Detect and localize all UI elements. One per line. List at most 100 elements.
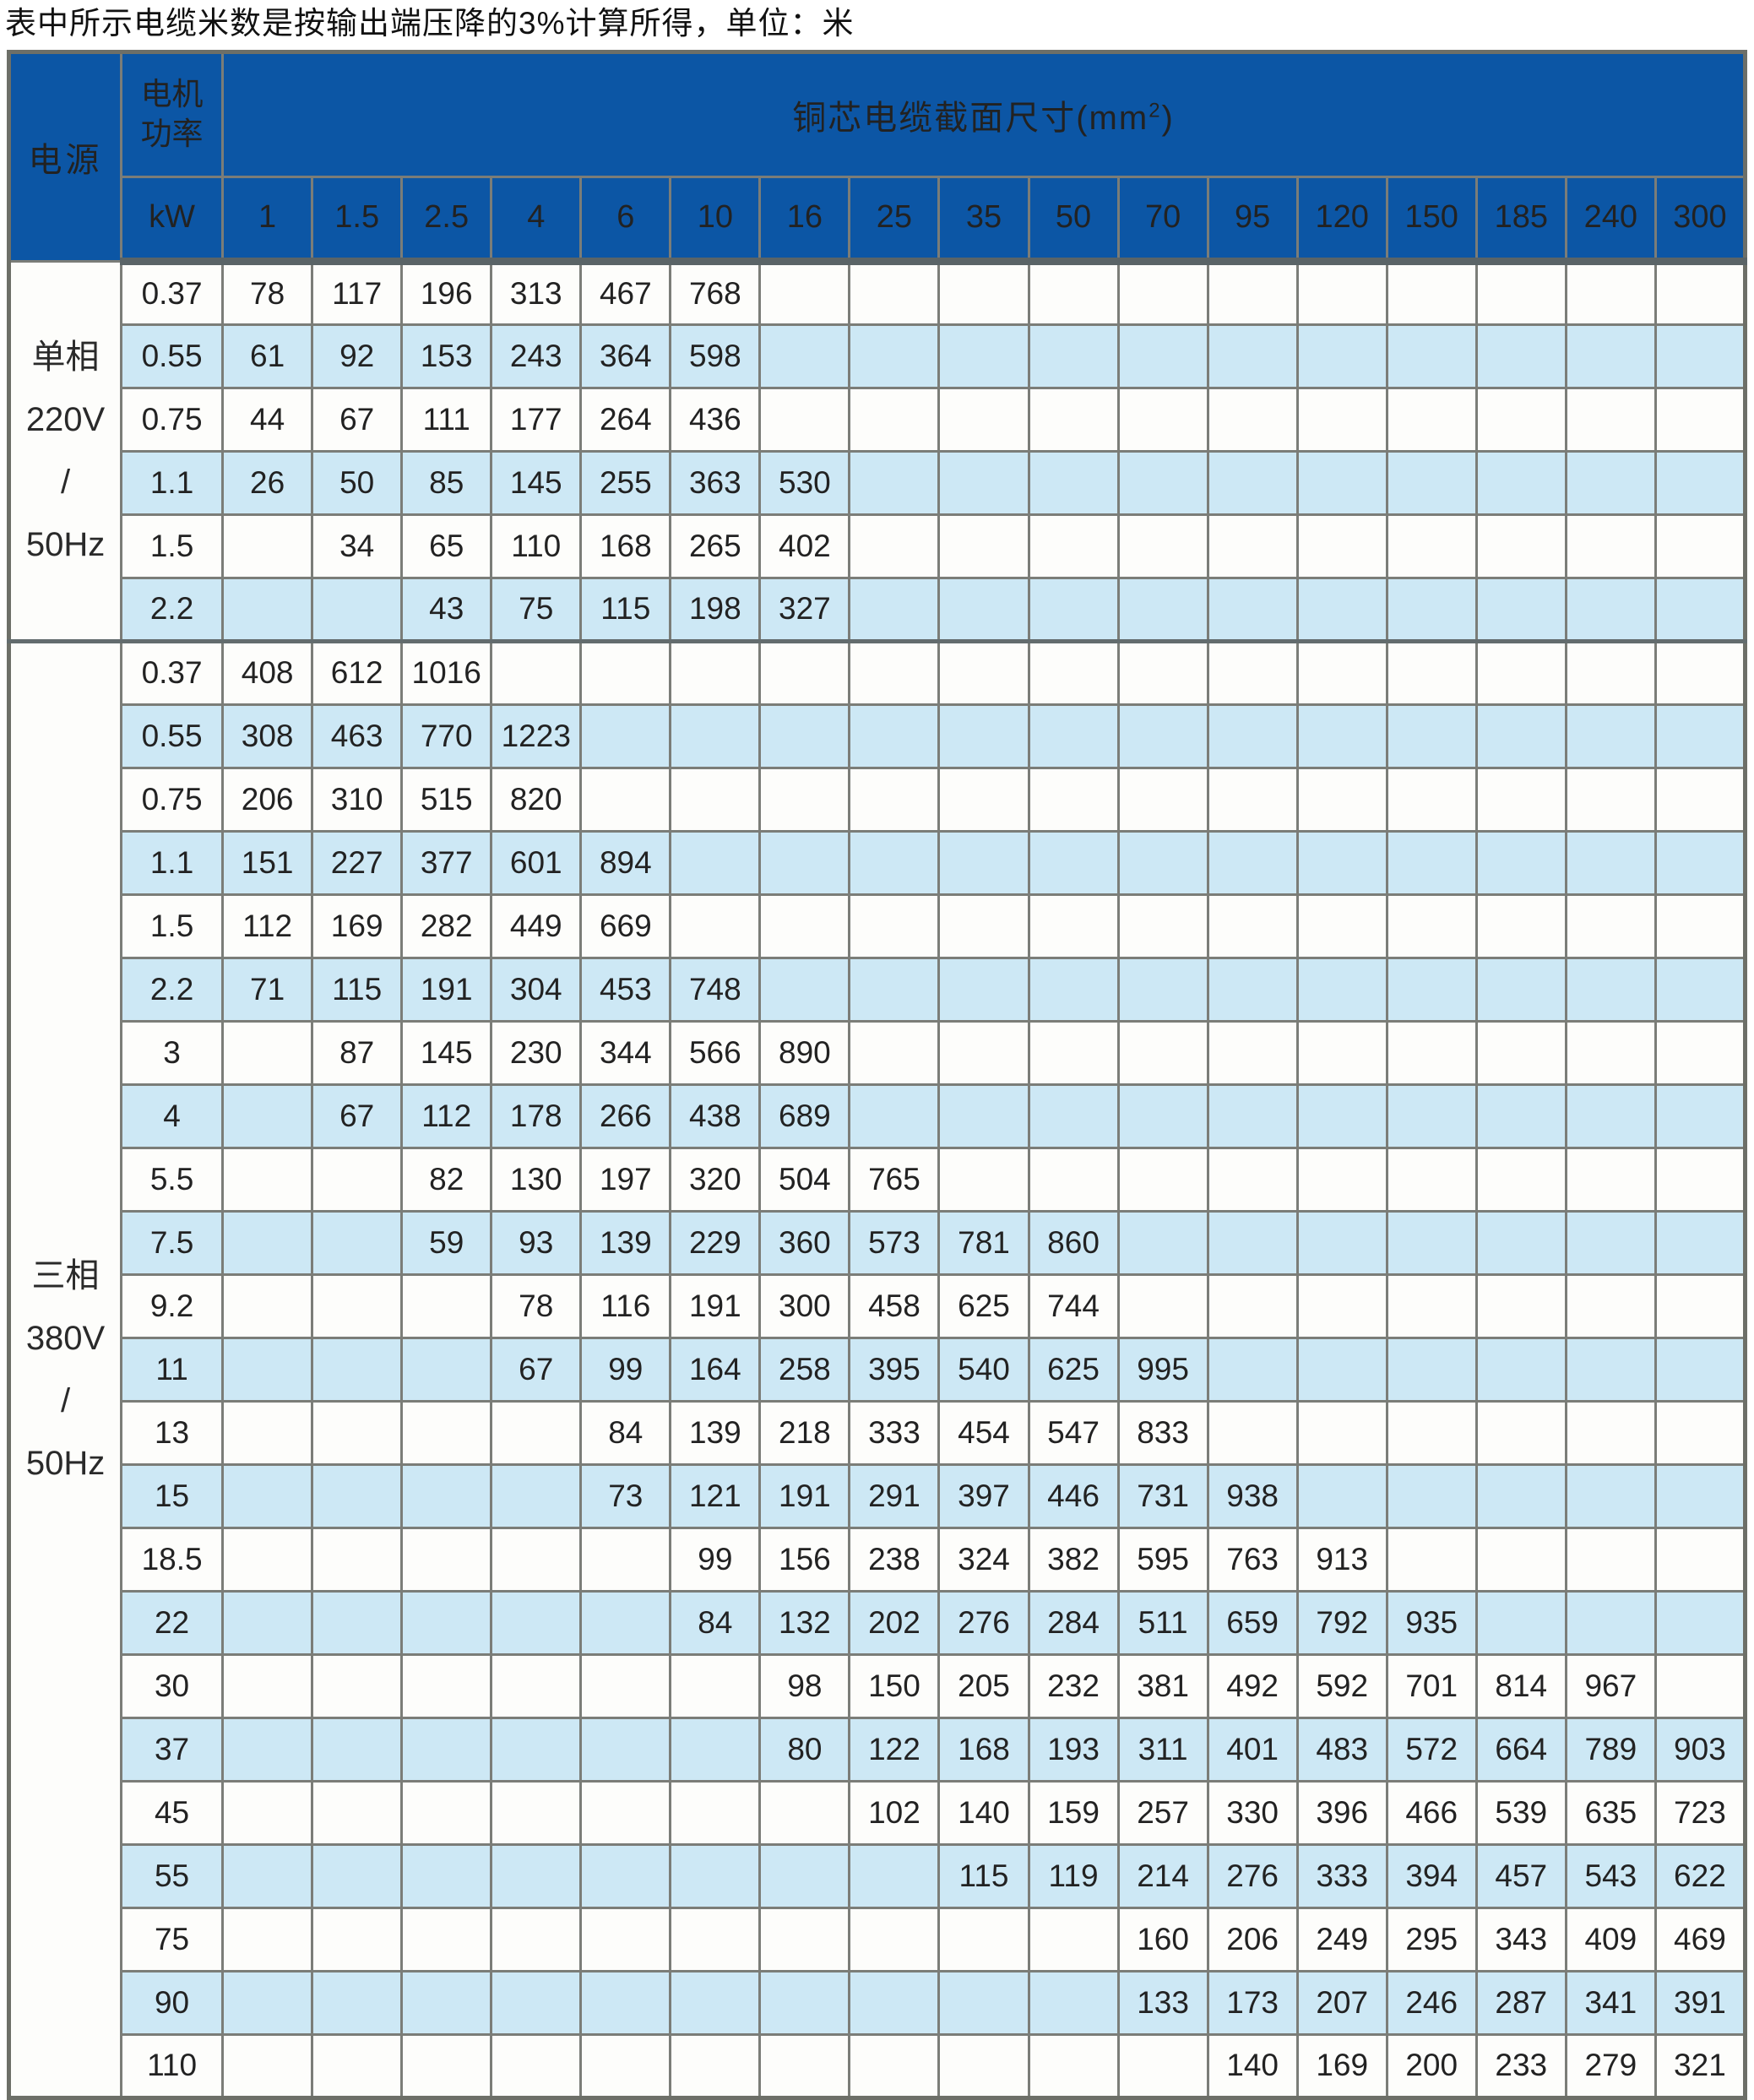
- cable-length-cell: [579, 638, 672, 706]
- cable-length-cell: 295: [1385, 1906, 1478, 1972]
- cable-length-cell: [1564, 638, 1657, 706]
- cable-length-cell: 321: [1654, 2032, 1747, 2099]
- cable-length-cell: [1116, 766, 1209, 833]
- cable-length-cell: [311, 576, 404, 643]
- cable-length-cell: [1474, 766, 1567, 833]
- cable-length-cell: 598: [669, 323, 762, 389]
- cable-length-cell: 814: [1474, 1652, 1567, 1719]
- cable-length-cell: [1654, 1589, 1747, 1656]
- cable-length-cell: [1385, 576, 1478, 643]
- cable-length-cell: 67: [311, 1083, 404, 1149]
- cable-length-cell: 121: [669, 1462, 762, 1529]
- motor-power-kw-cell: 2.2: [120, 956, 225, 1023]
- cross-section-col-header: 4: [490, 175, 583, 265]
- cable-length-cell: 93: [490, 1209, 583, 1276]
- cable-length-cell: [221, 1589, 314, 1656]
- table-row: 1.5 34 65 110 168 265 402: [9, 513, 1747, 579]
- cable-length-cell: [1474, 259, 1567, 326]
- cable-length-cell: [1027, 1969, 1120, 2036]
- cable-length-cell: [1027, 386, 1120, 453]
- cable-length-cell: [1385, 829, 1478, 896]
- cable-length-cell: 397: [937, 1462, 1030, 1529]
- cable-length-cell: [1654, 259, 1747, 326]
- cable-length-cell: 133: [1116, 1969, 1209, 2036]
- cable-length-cell: [1027, 638, 1120, 706]
- cable-length-cell: 78: [490, 1272, 583, 1339]
- cable-length-cell: 284: [1027, 1589, 1120, 1656]
- cable-length-cell: [1116, 259, 1209, 326]
- cable-length-cell: [1295, 1019, 1388, 1086]
- motor-power-kw-cell: 2.2: [120, 576, 225, 643]
- cable-length-cell: 935: [1385, 1589, 1478, 1656]
- table-row: 0.55 61 92 153 243 364 598: [9, 323, 1747, 389]
- cable-length-cell: 612: [311, 638, 404, 706]
- cable-length-cell: [1027, 1906, 1120, 1972]
- cable-length-cell: [1027, 449, 1120, 516]
- cable-length-cell: [937, 829, 1030, 896]
- cable-length-cell: 903: [1654, 1716, 1747, 1783]
- cable-length-cell: [1295, 956, 1388, 1023]
- cable-length-cell: 140: [937, 1779, 1030, 1846]
- cross-section-header-text: 铜芯电缆截面尺寸(mm: [792, 99, 1149, 137]
- cable-length-cell: [1206, 1209, 1299, 1276]
- cable-length-cell: 191: [669, 1272, 762, 1339]
- cable-length-cell: [221, 1146, 314, 1213]
- cable-length-cell: [221, 1209, 314, 1276]
- cable-length-cell: 198: [669, 576, 762, 643]
- cable-length-cell: [1027, 1083, 1120, 1149]
- cable-length-cell: [1116, 1209, 1209, 1276]
- cable-length-cell: [1564, 323, 1657, 389]
- cable-length-cell: 457: [1474, 1842, 1567, 1909]
- cable-length-cell: [1206, 638, 1299, 706]
- cable-length-cell: 206: [221, 766, 314, 833]
- cable-length-cell: 140: [1206, 2032, 1299, 2099]
- cable-length-cell: 995: [1116, 1336, 1209, 1403]
- cable-length-cell: 168: [937, 1716, 1030, 1783]
- table-row: 30 98 150 205 232 381 492 592 701 814 967: [9, 1652, 1747, 1719]
- cable-length-cell: 601: [490, 829, 583, 896]
- cable-length-cell: [1116, 1146, 1209, 1213]
- cable-length-cell: [1385, 1526, 1478, 1593]
- cable-length-cell: 449: [490, 893, 583, 959]
- cable-length-cell: [1474, 1526, 1567, 1593]
- cable-length-cell: 483: [1295, 1716, 1388, 1783]
- cable-length-cell: [1474, 1083, 1567, 1149]
- cable-length-cell: [1654, 956, 1747, 1023]
- cable-length-cell: [1564, 449, 1657, 516]
- cable-length-cell: [490, 1842, 583, 1909]
- cable-length-cell: [1385, 893, 1478, 959]
- cable-length-cell: 173: [1206, 1969, 1299, 2036]
- cable-length-cell: [1654, 1019, 1747, 1086]
- cable-length-cell: [221, 1526, 314, 1593]
- cable-length-cell: 50: [311, 449, 404, 516]
- cable-length-cell: [669, 1842, 762, 1909]
- cable-length-cell: [848, 259, 941, 326]
- cable-length-cell: 453: [579, 956, 672, 1023]
- motor-power-header: 电机 功率: [120, 50, 225, 178]
- cable-length-cell: 34: [311, 513, 404, 579]
- cable-length-cell: 112: [400, 1083, 493, 1149]
- cable-length-cell: 264: [579, 386, 672, 453]
- cross-section-header-sup: 2: [1149, 99, 1162, 122]
- cable-length-cell: [579, 1779, 672, 1846]
- cable-length-cell: [400, 1969, 493, 2036]
- cable-length-cell: [1206, 1399, 1299, 1466]
- cable-length-cell: [1654, 893, 1747, 959]
- cable-length-cell: [669, 893, 762, 959]
- cable-length-cell: [1564, 1209, 1657, 1276]
- cable-length-cell: [758, 259, 851, 326]
- cable-length-cell: 300: [758, 1272, 851, 1339]
- cable-length-cell: [758, 638, 851, 706]
- motor-power-kw-cell: 18.5: [120, 1526, 225, 1593]
- cable-length-cell: [1474, 829, 1567, 896]
- cable-length-cell: [311, 1146, 404, 1213]
- cable-length-cell: [1474, 323, 1567, 389]
- cable-length-cell: 967: [1564, 1652, 1657, 1719]
- cable-length-cell: [221, 1462, 314, 1529]
- cable-length-cell: 454: [937, 1399, 1030, 1466]
- motor-power-kw-cell: 4: [120, 1083, 225, 1149]
- power-source-group-label: 三相 380V / 50Hz: [7, 638, 123, 2099]
- cable-length-cell: [1654, 638, 1747, 706]
- cable-length-cell: [1116, 703, 1209, 769]
- cable-length-cell: [1474, 1462, 1567, 1529]
